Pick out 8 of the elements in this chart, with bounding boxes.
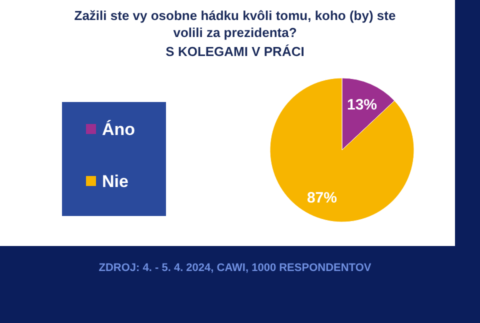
text: ZDROJ: 4. - 5. 4. 2024, CAWI, 1000 RESPONDENTOV	[98, 262, 372, 274]
chart-title: Zažili ste vy osobne hádku kvôli tomu, koho (by) ste volili za prezidenta?	[74, 8, 396, 40]
pie-slice	[270, 78, 414, 222]
legend-label: Áno	[102, 119, 136, 139]
data-label: 13%	[347, 96, 378, 114]
legend-label: Nie	[102, 172, 128, 191]
chart-subtitle: S KOLEGAMI V PRÁCI	[166, 44, 304, 59]
data-label: 87%	[306, 189, 337, 206]
